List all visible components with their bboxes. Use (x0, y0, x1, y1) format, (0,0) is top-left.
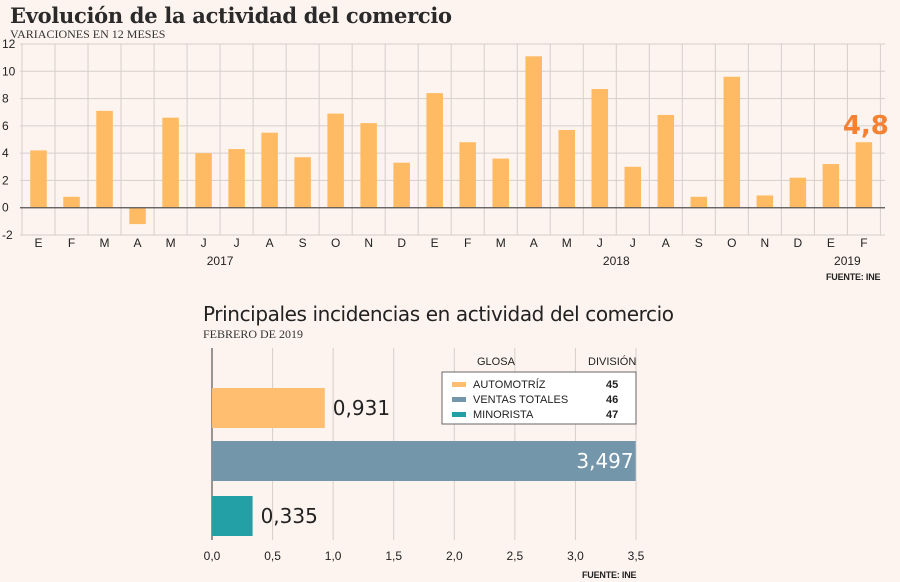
bar (789, 177, 807, 208)
hbar (212, 388, 325, 428)
bar (492, 158, 509, 208)
year-label: 2017 (207, 254, 234, 268)
x-tick-label: O (727, 236, 736, 250)
x-tick-label: 1,5 (385, 549, 402, 563)
legend-swatch (452, 412, 466, 417)
hbar-value-label: 0,931 (333, 396, 390, 420)
x-tick-label: D (794, 236, 803, 250)
y-tick-label: 12 (2, 37, 16, 51)
bar (195, 153, 212, 208)
legend-division: 46 (606, 394, 618, 406)
hbar (212, 496, 253, 536)
bar (294, 157, 311, 208)
x-tick-label: 0,5 (264, 549, 281, 563)
chart2-subtitle: FEBRERO DE 2019 (203, 327, 304, 341)
bar (30, 150, 47, 208)
y-tick-label: 4 (2, 146, 9, 160)
x-tick-label: S (695, 236, 703, 250)
x-tick-label: M (100, 236, 110, 250)
hbar-value-label: 0,335 (261, 504, 318, 528)
bar (327, 113, 344, 208)
x-tick-label: A (662, 236, 670, 250)
hbar (212, 441, 636, 481)
highlight-value-label: 4,8 (843, 111, 889, 141)
y-tick-label: 6 (2, 119, 9, 133)
bar (822, 164, 840, 208)
bar (426, 93, 443, 208)
monthly-bar-chart: -2 0 2 4 6 8 10 12 E F M A M J J A S O N D E F M A M J J A S O N D E F 201… (2, 37, 889, 268)
bar (525, 56, 542, 208)
x-tick-label: A (134, 236, 142, 250)
chart1-source: FUENTE: INE (826, 272, 881, 282)
bar (723, 76, 741, 208)
x-tick-label: 3,0 (567, 549, 584, 563)
bar (558, 129, 576, 208)
x-tick-label: S (299, 236, 307, 250)
chart1-subtitle: VARIACIONES EN 12 MESES (10, 27, 166, 41)
x-tick-label: E (827, 236, 835, 250)
chart2-source: FUENTE: INE (582, 570, 637, 580)
x-tick-label: M (562, 236, 572, 250)
bar (624, 166, 642, 208)
legend-swatch (452, 397, 466, 402)
bar (261, 132, 278, 208)
legend-label: VENTAS TOTALES (473, 394, 568, 406)
bar (96, 110, 113, 208)
x-tick-label: O (331, 236, 340, 250)
y-tick-label: -2 (2, 228, 13, 242)
chart1-title: Evolución de la actividad del comercio (10, 3, 452, 28)
bar (393, 162, 410, 208)
x-tick-label: D (397, 236, 406, 250)
x-tick-label: N (364, 236, 373, 250)
bar (129, 207, 146, 225)
x-tick-label: F (464, 236, 471, 250)
legend-swatch (452, 382, 466, 387)
y-tick-label: 0 (2, 201, 9, 215)
legend-division: 47 (606, 409, 618, 421)
x-tick-label: M (496, 236, 506, 250)
year-label: 2019 (834, 254, 861, 268)
bar (756, 195, 774, 208)
x-tick-label: 2,5 (507, 549, 524, 563)
bar (360, 123, 377, 208)
x-tick-label: J (201, 236, 207, 250)
legend-header-glosa: GLOSA (477, 356, 516, 368)
x-tick-label: 3,5 (628, 549, 645, 563)
x-tick-label: E (431, 236, 439, 250)
legend-label: AUTOMOTRÍZ (473, 378, 546, 391)
x-tick-label: N (761, 236, 770, 250)
y-tick-label: 10 (2, 64, 16, 78)
legend-header-division: DIVISIÓN (588, 355, 636, 368)
x-tick-label: 1,0 (325, 549, 342, 563)
bar (855, 142, 873, 208)
legend-box (441, 371, 637, 425)
x-tick-label: F (68, 236, 75, 250)
year-label: 2018 (603, 254, 630, 268)
legend-division: 45 (606, 379, 618, 391)
x-tick-label: M (166, 236, 176, 250)
x-tick-label: A (266, 236, 274, 250)
bar (591, 89, 609, 208)
hbar-value-label: 3,497 (576, 449, 633, 473)
x-tick-label: 2,0 (446, 549, 463, 563)
x-tick-label: 0,0 (204, 549, 221, 563)
chart2-title: Principales incidencias en actividad del… (203, 302, 674, 326)
x-tick-label: J (597, 236, 603, 250)
x-tick-label: J (630, 236, 636, 250)
bar (657, 114, 675, 208)
y-tick-label: 8 (2, 92, 9, 106)
bar (690, 196, 708, 208)
bar (459, 142, 476, 208)
x-tick-label: A (530, 236, 538, 250)
x-tick-label: F (860, 236, 867, 250)
bar (162, 117, 179, 208)
x-tick-label: E (34, 236, 42, 250)
legend-label: MINORISTA (473, 409, 534, 421)
bar (228, 149, 245, 208)
x-tick-label: J (234, 236, 240, 250)
bar (63, 196, 80, 208)
y-tick-label: 2 (2, 173, 9, 187)
